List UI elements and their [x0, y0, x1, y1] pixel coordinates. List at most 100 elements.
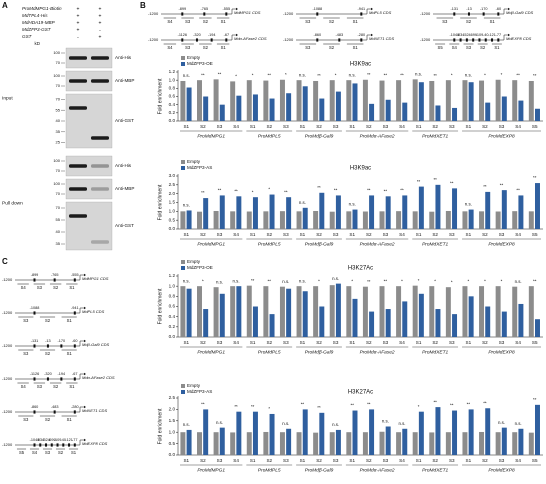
- bar: [468, 209, 474, 229]
- bar: [236, 286, 242, 337]
- x-tick-label: S4: [233, 124, 239, 129]
- x-tick-label: S1: [300, 340, 306, 345]
- bar: [435, 184, 441, 229]
- band: [91, 164, 109, 168]
- bar: [462, 211, 468, 229]
- blot: [65, 70, 113, 92]
- bar: [269, 194, 275, 229]
- bar: [485, 306, 491, 337]
- x-tick-label: S4: [399, 340, 405, 345]
- bar: [213, 210, 219, 229]
- bar: [263, 80, 269, 121]
- blot: [65, 93, 113, 149]
- y-tick-label: 2.5: [169, 182, 176, 187]
- y-tick-label: 1.0: [169, 429, 176, 434]
- significance-label: **: [234, 188, 238, 193]
- segment-label: S3: [185, 45, 191, 50]
- y-tick-label: 0.5: [169, 441, 176, 446]
- tss-arrowhead: [84, 339, 86, 343]
- group-label: ProMdXET1: [422, 241, 448, 247]
- bar: [385, 309, 391, 337]
- site-label: -1126: [30, 372, 39, 376]
- bar: [501, 96, 507, 121]
- size-marker: 40: [56, 118, 61, 123]
- site-label: -60: [72, 339, 78, 343]
- site-label: -1049: [30, 438, 40, 442]
- segment-label: S1: [494, 45, 500, 50]
- significance-label: n.s.: [299, 278, 306, 283]
- bar: [452, 188, 458, 229]
- bar: [402, 102, 408, 121]
- significance-label: **: [218, 188, 222, 193]
- promoter-start: -1200: [148, 37, 159, 42]
- promoter-start: -1200: [420, 11, 431, 16]
- significance-label: *: [484, 73, 486, 78]
- significance-label: *: [285, 72, 287, 77]
- site-label: -765: [201, 7, 209, 11]
- bar: [385, 426, 391, 455]
- size-marker: 55: [56, 107, 61, 112]
- bar: [213, 79, 219, 121]
- site-label: -67: [72, 372, 78, 376]
- binding-site: [33, 443, 36, 447]
- significance-label: **: [334, 188, 338, 193]
- site-label: -941: [71, 306, 79, 310]
- x-tick-label: S3: [449, 124, 455, 129]
- significance-label: **: [433, 73, 437, 78]
- segment-label: S3: [305, 19, 311, 24]
- x-tick-label: S3: [449, 232, 455, 237]
- significance-label: *: [252, 189, 254, 194]
- group-label: ProMdEXP8: [488, 241, 515, 247]
- x-tick-label: S3: [383, 458, 389, 463]
- bar: [518, 195, 524, 229]
- blot: [65, 47, 113, 69]
- x-tick-label: S4: [233, 340, 239, 345]
- x-tick-label: S3: [283, 232, 289, 237]
- bar: [296, 211, 302, 229]
- significance-label: **: [201, 190, 205, 195]
- x-tick-label: S3: [499, 458, 505, 463]
- binding-site: [484, 38, 487, 42]
- bar: [362, 79, 368, 121]
- x-tick-label: S5: [532, 124, 538, 129]
- bar: [396, 211, 402, 229]
- x-tick-label: S5: [532, 232, 538, 237]
- y-tick-label: 2.5: [169, 395, 176, 400]
- binding-site: [46, 344, 49, 348]
- significance-label: **: [516, 188, 520, 193]
- segment-label: S1: [221, 45, 227, 50]
- binding-site: [53, 278, 56, 282]
- group-label: ProMdPL5: [258, 467, 281, 473]
- significance-label: **: [516, 72, 520, 77]
- bar: [429, 286, 435, 337]
- bar: [213, 432, 219, 455]
- x-tick-label: S2: [366, 458, 372, 463]
- significance-label: **: [367, 279, 371, 284]
- binding-site: [73, 278, 76, 282]
- legend-swatch: [181, 160, 185, 164]
- bar: [528, 80, 534, 121]
- tss-arrowhead: [508, 33, 510, 37]
- binding-site: [33, 278, 36, 282]
- site-label: -77: [72, 438, 78, 442]
- site-label: -699: [469, 33, 477, 37]
- condition-sign: -: [77, 34, 79, 40]
- x-tick-label: S2: [432, 124, 438, 129]
- bar: [418, 82, 424, 121]
- bar: [180, 286, 186, 337]
- x-tick-label: S3: [217, 340, 223, 345]
- tss-arrowhead: [236, 33, 238, 37]
- binding-site: [73, 410, 76, 414]
- bar: [412, 285, 418, 337]
- bar: [252, 197, 258, 229]
- binding-site: [195, 38, 198, 42]
- significance-label: **: [400, 72, 404, 77]
- bar: [346, 211, 352, 229]
- significance-label: **: [268, 278, 272, 283]
- significance-label: n.s.: [183, 278, 190, 283]
- significance-label: **: [433, 399, 437, 404]
- site-label: -524: [463, 33, 471, 37]
- site-label: -1049: [449, 33, 459, 37]
- bar: [452, 314, 458, 337]
- bar: [346, 286, 352, 337]
